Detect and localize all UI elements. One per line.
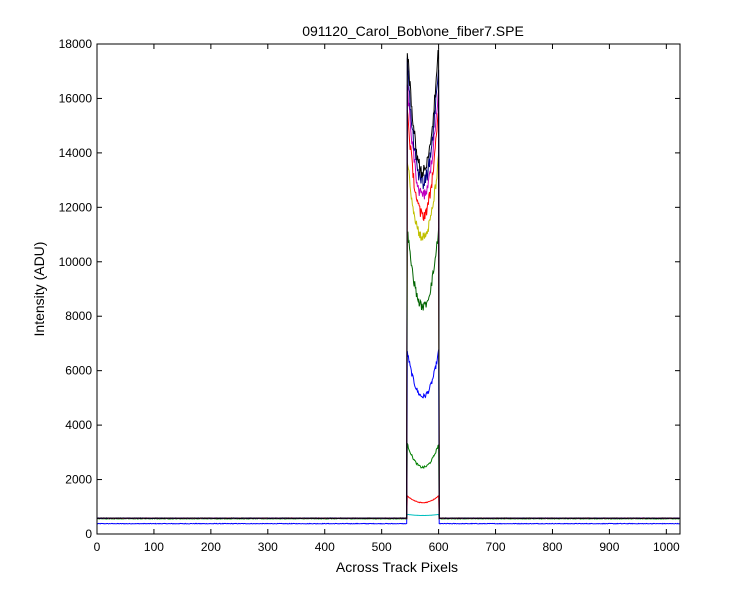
x-tick-label: 0 (94, 540, 101, 554)
x-tick-label: 200 (201, 540, 221, 554)
y-tick-label: 0 (85, 527, 92, 541)
chart-title: 091120_Carol_Bob\one_fiber7.SPE (302, 23, 524, 39)
x-tick-label: 100 (144, 540, 164, 554)
x-axis-label: Across Track Pixels (336, 559, 458, 575)
x-tick-label: 300 (258, 540, 278, 554)
x-tick-label: 600 (429, 540, 449, 554)
y-tick-label: 10000 (59, 255, 93, 269)
y-tick-label: 18000 (59, 37, 93, 51)
x-tick-label: 500 (372, 540, 392, 554)
y-axis-label: Intensity (ADU) (31, 242, 47, 337)
y-tick-label: 4000 (65, 418, 92, 432)
plot-area: 0 100 200 300 400 500 600 700 800 900 100002000400… (59, 37, 681, 554)
y-tick-label: 6000 (65, 364, 92, 378)
axes-box (96, 43, 681, 535)
y-tick-label: 14000 (59, 146, 93, 160)
y-tick-label: 8000 (65, 309, 92, 323)
y-tick-label: 16000 (59, 91, 93, 105)
series-line-1 (96, 349, 680, 525)
series-line-10 (96, 48, 680, 520)
x-tick-label: 400 (315, 540, 335, 554)
x-tick-label: 900 (599, 540, 619, 554)
y-tick-label: 2000 (65, 473, 92, 487)
x-tick-label: 700 (486, 540, 506, 554)
x-tick-label: 1000 (653, 540, 680, 554)
y-tick-label: 12000 (59, 200, 93, 214)
x-tick-label: 800 (542, 540, 562, 554)
